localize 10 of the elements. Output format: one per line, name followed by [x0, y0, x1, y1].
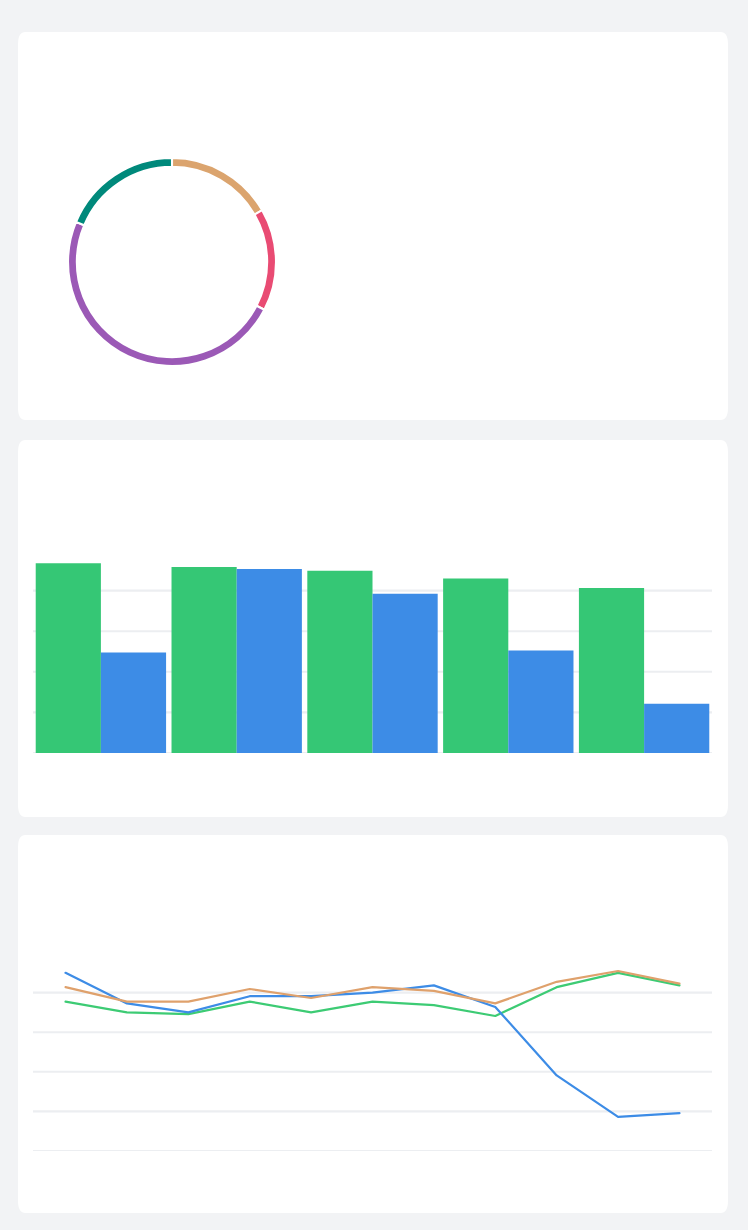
- bar: [443, 578, 509, 753]
- bar: [100, 652, 167, 753]
- bar: [35, 563, 101, 753]
- bar: [372, 593, 438, 753]
- bar: [508, 650, 574, 753]
- bar: [307, 570, 373, 753]
- bar: [171, 567, 237, 753]
- bar: [578, 587, 645, 753]
- bar: [644, 703, 710, 753]
- bar: [236, 568, 302, 753]
